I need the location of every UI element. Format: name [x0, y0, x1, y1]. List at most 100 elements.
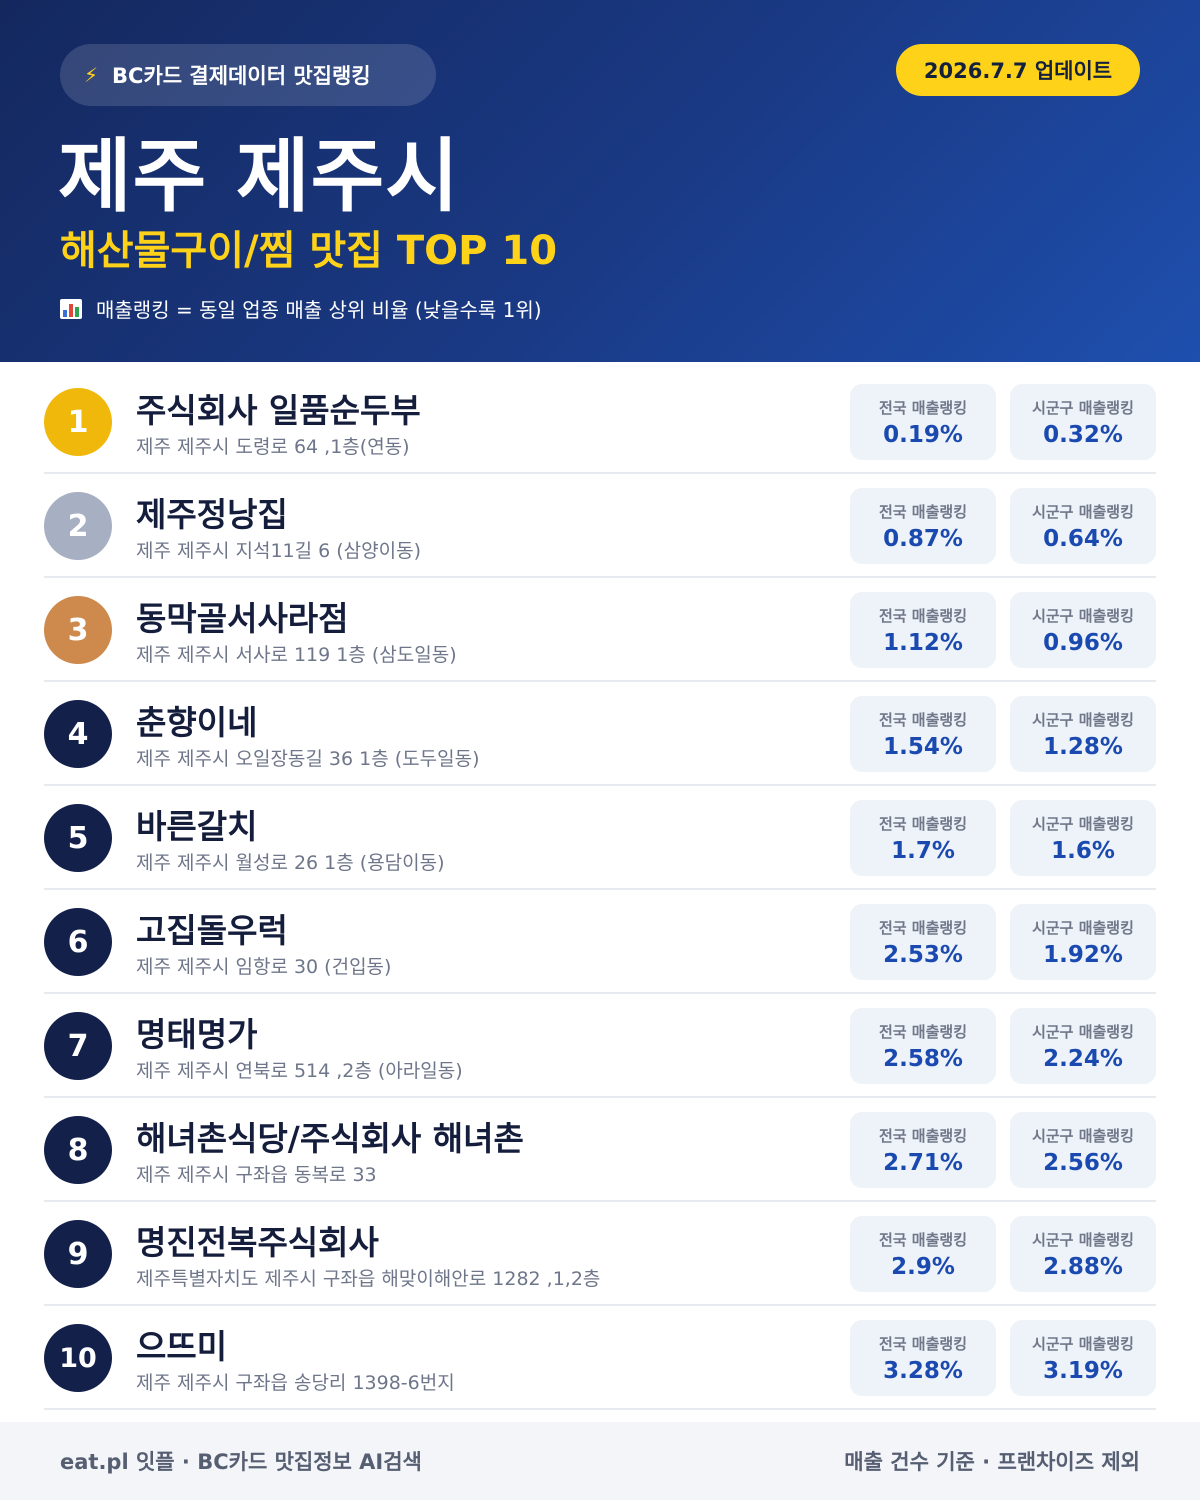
rank-badge: 7 [44, 1012, 112, 1080]
rank-badge: 4 [44, 700, 112, 768]
national-ranking-value: 1.54% [883, 734, 963, 760]
national-ranking-label: 전국 매출랭킹 [879, 917, 967, 938]
restaurant-address: 제주 제주시 월성로 26 1층 (용담이동) [136, 848, 445, 875]
rank-badge: 1 [44, 388, 112, 456]
local-ranking-label: 시군구 매출랭킹 [1032, 1229, 1134, 1250]
restaurant-row[interactable]: 5 바른갈치 제주 제주시 월성로 26 1층 (용담이동) 전국 매출랭킹 1.7% 시… [44, 786, 1156, 890]
restaurant-name: 고집돌우럭 [136, 904, 288, 952]
local-ranking-value: 0.64% [1043, 526, 1123, 552]
national-ranking-value: 2.71% [883, 1150, 963, 1176]
restaurant-name: 바른갈치 [136, 800, 257, 848]
page-subtitle: 해산물구이/찜 맛집 TOP 10 [60, 218, 557, 276]
national-ranking-label: 전국 매출랭킹 [879, 605, 967, 626]
national-ranking-label: 전국 매출랭킹 [879, 709, 967, 730]
update-date-badge: 2026.7.7 업데이트 [896, 44, 1140, 96]
local-ranking-box: 시군구 매출랭킹 1.92% [1010, 904, 1156, 980]
restaurant-address: 제주 제주시 구좌읍 송당리 1398-6번지 [136, 1368, 455, 1395]
rank-badge: 6 [44, 908, 112, 976]
national-ranking-box: 전국 매출랭킹 0.19% [850, 384, 996, 460]
lightning-bolt-icon: ⚡ [84, 63, 98, 87]
restaurant-name: 주식회사 일품순두부 [136, 384, 421, 432]
rank-badge: 9 [44, 1220, 112, 1288]
local-ranking-label: 시군구 매출랭킹 [1032, 1333, 1134, 1354]
local-ranking-box: 시군구 매출랭킹 1.28% [1010, 696, 1156, 772]
restaurant-address: 제주 제주시 오일장동길 36 1층 (도두일동) [136, 744, 480, 771]
restaurant-name: 명태명가 [136, 1008, 257, 1056]
page-title: 제주 제주시 [58, 112, 460, 228]
source-badge-label: BC카드 결제데이터 맛집랭킹 [112, 60, 371, 90]
rank-badge: 5 [44, 804, 112, 872]
restaurant-address: 제주 제주시 서사로 119 1층 (삼도일동) [136, 640, 457, 667]
local-ranking-box: 시군구 매출랭킹 2.24% [1010, 1008, 1156, 1084]
restaurant-row[interactable]: 10 으뜨미 제주 제주시 구좌읍 송당리 1398-6번지 전국 매출랭킹 3.28%… [44, 1306, 1156, 1410]
local-ranking-value: 2.88% [1043, 1254, 1123, 1280]
restaurant-row[interactable]: 2 제주정낭집 제주 제주시 지석11길 6 (삼양이동) 전국 매출랭킹 0.87% 시… [44, 474, 1156, 578]
national-ranking-box: 전국 매출랭킹 1.7% [850, 800, 996, 876]
local-ranking-box: 시군구 매출랭킹 0.64% [1010, 488, 1156, 564]
rank-badge: 10 [44, 1324, 112, 1392]
local-ranking-box: 시군구 매출랭킹 3.19% [1010, 1320, 1156, 1396]
restaurant-row[interactable]: 7 명태명가 제주 제주시 연북로 514 ,2층 (아라일동) 전국 매출랭킹 2.5… [44, 994, 1156, 1098]
national-ranking-box: 전국 매출랭킹 1.54% [850, 696, 996, 772]
restaurant-name: 춘향이네 [136, 696, 257, 744]
source-badge: ⚡ BC카드 결제데이터 맛집랭킹 [60, 44, 436, 106]
local-ranking-value: 1.6% [1051, 838, 1115, 864]
restaurant-name: 해녀촌식당/주식회사 해녀촌 [136, 1112, 524, 1160]
national-ranking-label: 전국 매출랭킹 [879, 813, 967, 834]
national-ranking-box: 전국 매출랭킹 0.87% [850, 488, 996, 564]
header-banner: ⚡ BC카드 결제데이터 맛집랭킹 2026.7.7 업데이트 제주 제주시 해… [0, 0, 1200, 362]
national-ranking-value: 1.7% [891, 838, 955, 864]
ranking-note: 매출랭킹 = 동일 업종 매출 상위 비율 (낮을수록 1위) [60, 294, 542, 323]
local-ranking-value: 1.28% [1043, 734, 1123, 760]
local-ranking-label: 시군구 매출랭킹 [1032, 1125, 1134, 1146]
restaurant-row[interactable]: 8 해녀촌식당/주식회사 해녀촌 제주 제주시 구좌읍 동복로 33 전국 매출랭킹 2… [44, 1098, 1156, 1202]
local-ranking-box: 시군구 매출랭킹 0.96% [1010, 592, 1156, 668]
restaurant-address: 제주 제주시 임항로 30 (건입동) [136, 952, 391, 979]
local-ranking-value: 2.24% [1043, 1046, 1123, 1072]
footer-criteria: 매출 건수 기준 · 프랜차이즈 제외 [844, 1446, 1140, 1476]
local-ranking-label: 시군구 매출랭킹 [1032, 709, 1134, 730]
national-ranking-value: 1.12% [883, 630, 963, 656]
restaurant-name: 명진전복주식회사 [136, 1216, 379, 1264]
restaurant-row[interactable]: 3 동막골서사라점 제주 제주시 서사로 119 1층 (삼도일동) 전국 매출랭킹 1… [44, 578, 1156, 682]
national-ranking-label: 전국 매출랭킹 [879, 397, 967, 418]
local-ranking-value: 0.96% [1043, 630, 1123, 656]
restaurant-address: 제주특별자치도 제주시 구좌읍 해맞이해안로 1282 ,1,2층 [136, 1264, 600, 1291]
local-ranking-label: 시군구 매출랭킹 [1032, 605, 1134, 626]
local-ranking-value: 3.19% [1043, 1358, 1123, 1384]
restaurant-name: 제주정낭집 [136, 488, 288, 536]
ranking-note-text: 매출랭킹 = 동일 업종 매출 상위 비율 (낮을수록 1위) [96, 294, 542, 323]
national-ranking-value: 3.28% [883, 1358, 963, 1384]
local-ranking-value: 0.32% [1043, 422, 1123, 448]
local-ranking-box: 시군구 매출랭킹 1.6% [1010, 800, 1156, 876]
bar-chart-icon [60, 299, 82, 319]
national-ranking-value: 2.53% [883, 942, 963, 968]
national-ranking-value: 2.58% [883, 1046, 963, 1072]
local-ranking-box: 시군구 매출랭킹 2.88% [1010, 1216, 1156, 1292]
local-ranking-value: 2.56% [1043, 1150, 1123, 1176]
national-ranking-label: 전국 매출랭킹 [879, 1229, 967, 1250]
restaurant-name: 동막골서사라점 [136, 592, 349, 640]
national-ranking-label: 전국 매출랭킹 [879, 1333, 967, 1354]
local-ranking-label: 시군구 매출랭킹 [1032, 813, 1134, 834]
restaurant-name: 으뜨미 [136, 1320, 227, 1368]
restaurant-row[interactable]: 4 춘향이네 제주 제주시 오일장동길 36 1층 (도두일동) 전국 매출랭킹 1.5… [44, 682, 1156, 786]
restaurant-row[interactable]: 9 명진전복주식회사 제주특별자치도 제주시 구좌읍 해맞이해안로 1282 ,1,… [44, 1202, 1156, 1306]
restaurant-address: 제주 제주시 연북로 514 ,2층 (아라일동) [136, 1056, 463, 1083]
national-ranking-label: 전국 매출랭킹 [879, 1021, 967, 1042]
restaurant-address: 제주 제주시 도령로 64 ,1층(연동) [136, 432, 410, 459]
local-ranking-label: 시군구 매출랭킹 [1032, 501, 1134, 522]
restaurant-row[interactable]: 6 고집돌우럭 제주 제주시 임항로 30 (건입동) 전국 매출랭킹 2.53% 시군구… [44, 890, 1156, 994]
footer-source: eat.pl 잇플 · BC카드 맛집정보 AI검색 [60, 1446, 422, 1476]
national-ranking-label: 전국 매출랭킹 [879, 1125, 967, 1146]
national-ranking-value: 0.87% [883, 526, 963, 552]
local-ranking-value: 1.92% [1043, 942, 1123, 968]
national-ranking-value: 0.19% [883, 422, 963, 448]
local-ranking-box: 시군구 매출랭킹 2.56% [1010, 1112, 1156, 1188]
national-ranking-box: 전국 매출랭킹 2.71% [850, 1112, 996, 1188]
restaurant-address: 제주 제주시 구좌읍 동복로 33 [136, 1160, 377, 1187]
restaurant-row[interactable]: 1 주식회사 일품순두부 제주 제주시 도령로 64 ,1층(연동) 전국 매출랭킹 0… [44, 370, 1156, 474]
national-ranking-value: 2.9% [891, 1254, 955, 1280]
restaurant-address: 제주 제주시 지석11길 6 (삼양이동) [136, 536, 421, 563]
national-ranking-box: 전국 매출랭킹 2.53% [850, 904, 996, 980]
